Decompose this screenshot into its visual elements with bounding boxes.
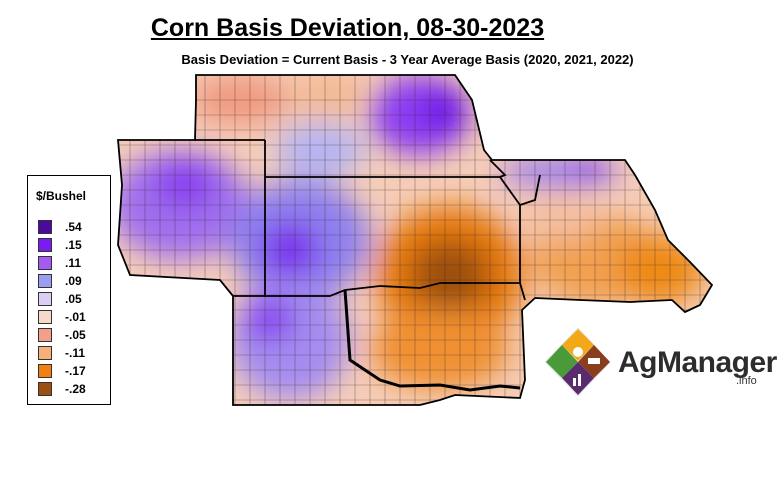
legend-swatch xyxy=(38,292,52,306)
map-subtitle: Basis Deviation = Current Basis - 3 Year… xyxy=(181,52,634,67)
map-title: Corn Basis Deviation, 08-30-2023 xyxy=(150,14,545,42)
legend-label: .11 xyxy=(65,256,82,270)
legend-label: -.11 xyxy=(65,346,86,360)
legend-label: -.17 xyxy=(65,364,86,378)
legend-swatch xyxy=(38,274,52,288)
legend-swatch xyxy=(38,256,52,270)
legend-label: -.01 xyxy=(65,310,86,324)
agmanager-logo-icon xyxy=(544,327,611,397)
legend-label: -.05 xyxy=(65,328,86,342)
logo-text: AgManager xyxy=(618,346,777,379)
legend-swatch xyxy=(38,364,52,378)
legend-swatch xyxy=(38,238,52,252)
legend-title: $/Bushel xyxy=(36,189,87,203)
legend-label: .09 xyxy=(65,274,82,288)
legend-label: .54 xyxy=(65,220,82,234)
legend-swatch xyxy=(38,346,52,360)
legend-swatch xyxy=(38,328,52,342)
legend-label: -.28 xyxy=(65,382,86,396)
legend-label: .15 xyxy=(65,238,82,252)
legend-swatch xyxy=(38,310,52,324)
legend-swatch xyxy=(38,220,52,234)
legend-swatch xyxy=(38,382,52,396)
logo-suffix: .info xyxy=(736,375,757,387)
legend-label: .05 xyxy=(65,292,82,306)
legend: $/Bushel .54 .15 .11 .09 .05 -.01 -.05 -.11 -.17… xyxy=(27,175,111,405)
